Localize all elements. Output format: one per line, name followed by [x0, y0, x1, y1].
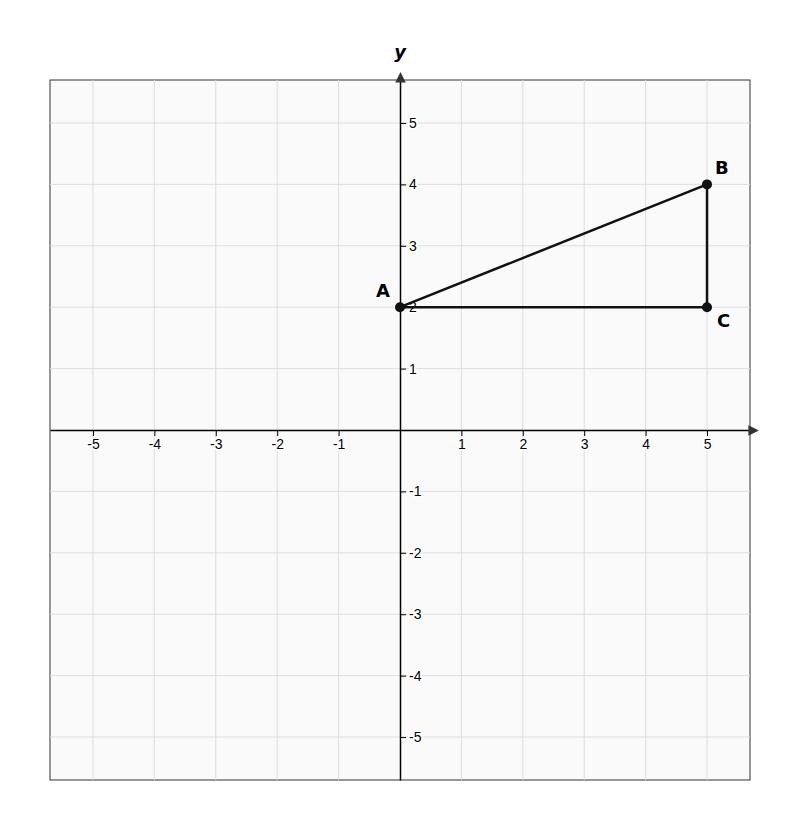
point-label: C — [717, 310, 730, 331]
y-tick-label: -1 — [409, 483, 422, 499]
x-tick-label: -3 — [210, 436, 223, 452]
y-tick-mark — [400, 184, 406, 185]
y-tick-mark — [400, 123, 406, 124]
chart: -5-4-3-2-112345-5-4-3-2-112345yABC — [0, 0, 800, 827]
plot-frame — [50, 80, 750, 780]
y-tick-mark — [400, 369, 406, 370]
y-tick-label: -4 — [409, 668, 422, 684]
y-tick: 3 — [400, 238, 417, 254]
x-tick: 2 — [519, 430, 527, 452]
x-tick-label: -2 — [271, 436, 284, 452]
y-tick: -3 — [400, 606, 422, 622]
y-tick-label: 4 — [409, 176, 417, 192]
x-tick: -1 — [333, 430, 346, 452]
vertex-point — [395, 302, 405, 312]
y-tick: 4 — [400, 176, 417, 192]
x-tick: 4 — [642, 430, 650, 452]
y-tick-mark — [400, 614, 406, 615]
x-tick-label: -1 — [333, 436, 346, 452]
x-tick-label: 5 — [704, 436, 712, 452]
y-tick: -1 — [400, 483, 422, 499]
triangle-line — [400, 184, 707, 307]
vertex-point — [702, 179, 712, 189]
x-tick-label: 3 — [581, 436, 589, 452]
y-tick-label: 1 — [409, 361, 417, 377]
y-tick-mark — [400, 491, 406, 492]
x-tick-label: 2 — [519, 436, 527, 452]
x-tick: 1 — [458, 430, 466, 452]
x-tick: -5 — [87, 430, 100, 452]
y-tick-label: 3 — [409, 238, 417, 254]
y-tick-mark — [400, 676, 406, 677]
y-tick: -2 — [400, 545, 422, 561]
x-tick-label: -5 — [87, 436, 100, 452]
x-tick: -2 — [271, 430, 284, 452]
x-tick: 5 — [704, 430, 712, 452]
y-tick: -5 — [400, 729, 422, 745]
x-tick: -4 — [149, 430, 162, 452]
vertex-point — [702, 302, 712, 312]
y-tick-mark — [400, 246, 406, 247]
grid — [50, 80, 750, 780]
point-labels: A B C — [376, 157, 730, 331]
x-tick: 3 — [581, 430, 589, 452]
y-tick: -4 — [400, 668, 422, 684]
marks — [395, 179, 712, 312]
y-tick-label: -3 — [409, 606, 422, 622]
point-label: B — [715, 157, 729, 178]
y-tick-mark — [400, 553, 406, 554]
point-label: A — [376, 280, 390, 301]
x-tick: -3 — [210, 430, 223, 452]
y-axis-label: y — [394, 41, 407, 62]
y-axis: -5-4-3-2-112345 — [400, 81, 422, 781]
x-tick-label: 4 — [642, 436, 650, 452]
y-tick: 5 — [400, 115, 417, 131]
y-tick-label: -5 — [409, 729, 422, 745]
y-tick: 1 — [400, 361, 417, 377]
y-tick-label: 5 — [409, 115, 417, 131]
y-tick-mark — [400, 737, 406, 738]
y-tick-label: -2 — [409, 545, 422, 561]
axis-line — [400, 81, 402, 781]
x-tick-label: 1 — [458, 436, 466, 452]
x-tick-label: -4 — [149, 436, 162, 452]
